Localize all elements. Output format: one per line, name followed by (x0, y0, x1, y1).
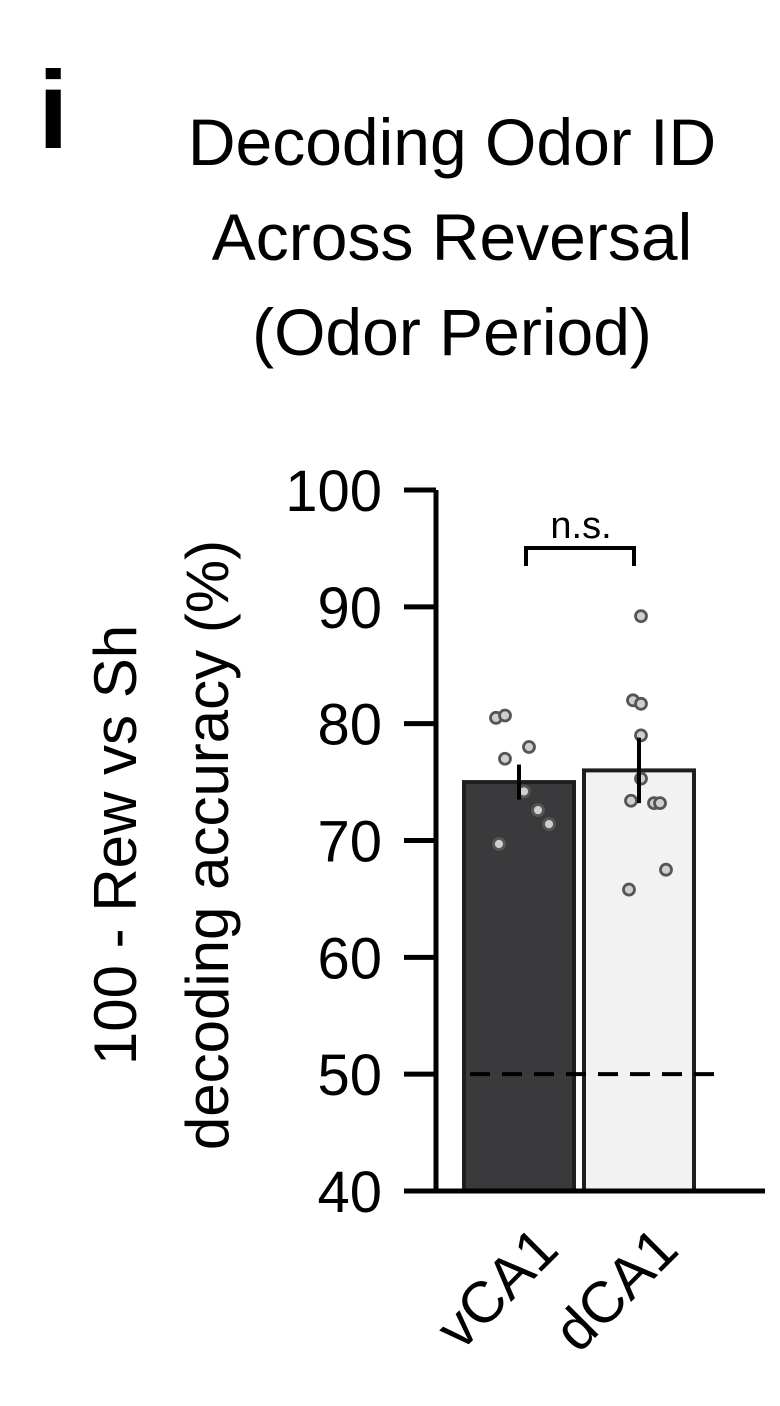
bar-dCA1 (582, 768, 696, 1194)
x-category-label-vCA1: vCA1 (424, 1215, 570, 1361)
data-point-dCA1 (634, 609, 648, 624)
panel-label: i (38, 49, 69, 172)
x-category-label-dCA1: dCA1 (542, 1215, 691, 1364)
chart-title: Decoding Odor ID Across Reversal (Odor P… (188, 105, 716, 369)
y-tick-label-100: 100 (285, 459, 382, 524)
data-point-vCA1 (522, 740, 536, 754)
significance-label: n.s. (550, 505, 611, 547)
significance-bracket: n.s. (524, 505, 636, 566)
error-bars (517, 737, 641, 804)
y-ticks: 40 50 60 70 80 90 100 (285, 459, 436, 1225)
y-tick-label-80: 80 (317, 693, 382, 758)
y-tick-label-60: 60 (317, 926, 382, 991)
significance-bracket-line (524, 546, 636, 566)
y-axis-label-line-1: 100 - Rew vs Sh (82, 625, 149, 1065)
y-tick-label-90: 90 (317, 576, 382, 641)
data-point-vCA1 (542, 817, 556, 832)
y-tick-label-40: 40 (317, 1160, 382, 1225)
y-tick-label-50: 50 (317, 1043, 382, 1108)
chart-title-line-3: (Odor Period) (252, 295, 652, 369)
y-tick-label-70: 70 (317, 810, 382, 875)
data-point-vCA1 (531, 803, 545, 818)
y-axis-label-line-2: decoding accuracy (%) (174, 540, 241, 1150)
bars (462, 768, 696, 1194)
y-axis-label: 100 - Rew vs Sh decoding accuracy (%) (82, 540, 241, 1150)
data-point-dCA1 (622, 882, 636, 897)
data-point-dCA1 (624, 793, 638, 808)
data-point-dCA1 (659, 862, 673, 877)
chart-title-line-2: Across Reversal (212, 200, 692, 274)
data-point-dCA1 (653, 796, 667, 811)
data-point-vCA1 (492, 837, 506, 851)
data-point-vCA1 (498, 751, 512, 766)
bar-vCA1 (462, 780, 576, 1193)
chart-title-line-1: Decoding Odor ID (188, 105, 716, 179)
data-point-vCA1 (498, 708, 512, 723)
data-point-dCA1 (634, 696, 648, 711)
